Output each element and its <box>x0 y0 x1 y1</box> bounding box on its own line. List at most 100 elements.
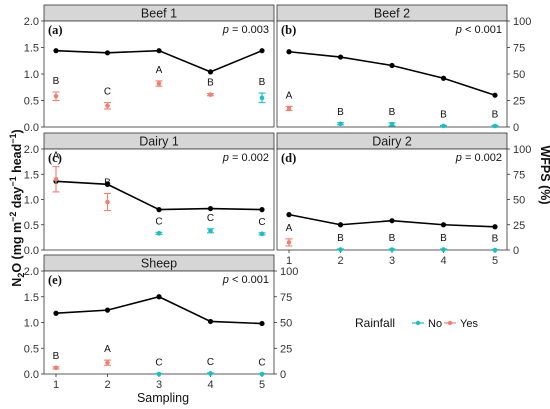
y-tick-label-right: 75 <box>513 43 525 55</box>
p-value: p = 0.002 <box>222 152 269 164</box>
n2o-point <box>389 247 395 252</box>
significance-letter: A <box>53 151 60 162</box>
y-tick-label-left: 0.5 <box>24 343 39 355</box>
panel-letter: (d) <box>281 151 296 165</box>
wfps-point <box>156 294 162 300</box>
facet-strip-label: Beef 1 <box>141 7 177 21</box>
x-tick-label: 4 <box>440 255 446 267</box>
significance-letter: C <box>258 357 265 368</box>
n2o-point <box>259 231 265 237</box>
y-tick-label-right: 50 <box>513 69 525 81</box>
significance-letter: B <box>104 177 111 188</box>
p-value: p = 0.002 <box>455 152 502 164</box>
n2o-point <box>208 228 213 234</box>
n2o-point <box>53 177 59 182</box>
significance-letter: B <box>492 233 499 244</box>
x-tick-label: 2 <box>337 255 343 267</box>
facet-strip-label: Sheep <box>141 257 177 271</box>
y-tick-label-right: 0 <box>513 245 519 257</box>
wfps-point <box>156 207 162 213</box>
wfps-point <box>207 318 214 325</box>
panel-dairy-1: Dairy 1 0.0 0.5 1.0 1.5 2.0 A B C C C (c) p = 0.002 <box>24 132 275 257</box>
n2o-point <box>156 81 162 86</box>
legend-key-yes <box>444 320 456 326</box>
n2o-point <box>338 247 343 252</box>
significance-letter: B <box>207 78 214 89</box>
p-value: p < 0.001 <box>455 24 502 36</box>
wfps-point <box>104 50 111 56</box>
panel-letter: (a) <box>48 23 63 37</box>
x-tick-label: 4 <box>207 379 213 391</box>
wfps-point <box>104 307 111 313</box>
y-tick-label-left: 1.5 <box>24 43 39 55</box>
significance-letter: B <box>492 109 499 120</box>
y-tick-label-left: 0.0 <box>24 369 39 381</box>
legend: Rainfall No Yes <box>355 316 478 330</box>
y-tick-label-left: 2.0 <box>24 16 39 28</box>
significance-letter: B <box>440 109 447 120</box>
wfps-point <box>259 207 265 213</box>
y-tick-label-left: 2.0 <box>24 266 39 278</box>
n2o-point <box>441 247 446 252</box>
significance-letter: A <box>104 344 111 355</box>
n2o-point <box>338 121 343 127</box>
n2o-point <box>105 360 110 365</box>
wfps-point <box>492 224 498 230</box>
x-tick-label: 1 <box>53 379 59 391</box>
wfps-point <box>259 320 265 327</box>
facet-strip-label: Dairy 2 <box>372 135 412 149</box>
n2o-point <box>156 371 162 377</box>
plot-area <box>276 148 508 251</box>
y-tick-label-left: 0.0 <box>24 122 39 134</box>
y-axis-title-left: N2O (mg m−2 day−1 head−1) <box>8 129 26 286</box>
y-tick-label-left: 0.5 <box>24 96 39 108</box>
y-tick-label-right: 75 <box>280 292 292 304</box>
n2o-point <box>286 240 292 245</box>
significance-letter: B <box>259 77 266 88</box>
y-tick-label-right: 50 <box>280 318 292 330</box>
n2o-point <box>492 123 498 129</box>
significance-letter: B <box>440 233 447 244</box>
panel-beef-2: Beef 2 0 25 50 75 100 A B B B B (b) p < 0.001 <box>276 4 531 134</box>
significance-letter: B <box>53 76 60 87</box>
y-tick-label-right: 75 <box>513 169 525 181</box>
y-tick-label-left: 1.5 <box>24 169 39 181</box>
y-tick-label-right: 100 <box>280 266 298 278</box>
significance-letter: B <box>337 107 344 118</box>
n2o-point <box>105 103 110 109</box>
wfps-point <box>389 218 395 224</box>
significance-letter: C <box>207 213 214 224</box>
x-axis-title: Sampling <box>137 391 189 405</box>
panel-letter: (b) <box>281 23 296 37</box>
wfps-point <box>207 69 214 75</box>
significance-letter: B <box>389 233 396 244</box>
legend-key-no <box>412 320 424 326</box>
legend-label-yes: Yes <box>460 318 478 330</box>
n2o-point <box>389 122 395 127</box>
wfps-point <box>440 222 447 228</box>
significance-letter: B <box>337 233 344 244</box>
x-tick-label: 1 <box>286 255 292 267</box>
panel-beef-1: Beef 1 0.0 0.5 1.0 1.5 2.0 B C A B B (a) p = 0.003 <box>24 4 275 134</box>
y-axis-title-right: WFPS (%) <box>538 145 550 204</box>
y-tick-label-right: 25 <box>513 96 525 108</box>
x-tick-label: 3 <box>389 255 395 267</box>
y-tick-label-right: 100 <box>513 16 531 28</box>
n2o-point <box>259 95 265 101</box>
wfps-point <box>337 222 344 228</box>
x-tick-label: 3 <box>156 379 162 391</box>
legend-label-no: No <box>428 318 442 330</box>
plot-area <box>43 20 275 128</box>
y-tick-label-right: 25 <box>280 343 292 355</box>
panel-dairy-2: Dairy 2 0 25 50 75 100 1 2 3 4 5 A B B B B (d) p = 0.002 <box>276 132 531 267</box>
n2o-point <box>286 106 292 111</box>
significance-letter: C <box>104 87 111 98</box>
y-tick-label-right: 0 <box>280 369 286 381</box>
p-value: p < 0.001 <box>222 274 269 286</box>
significance-letter: C <box>155 216 162 227</box>
panel-letter: (c) <box>48 151 62 165</box>
wfps-point <box>207 205 214 212</box>
